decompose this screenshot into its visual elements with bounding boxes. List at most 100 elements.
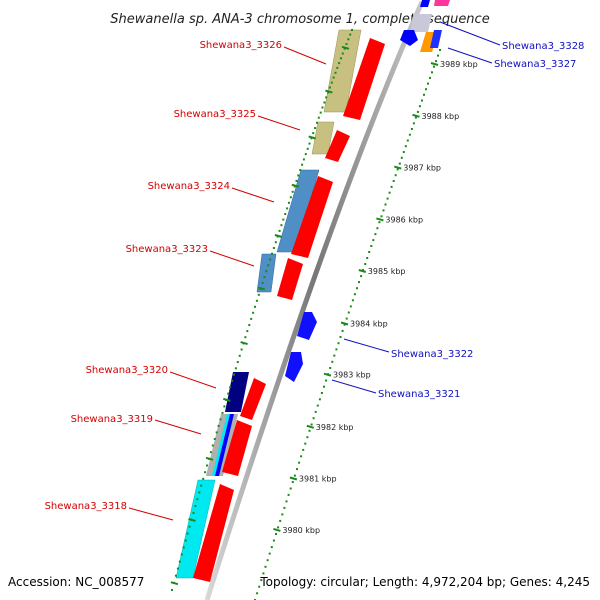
tick-dot-outer [382, 209, 385, 212]
gene-arrow-3323 [277, 258, 303, 300]
major-tick-inner [188, 517, 196, 522]
tick-dot-outer [408, 133, 411, 136]
tick-dot-inner [286, 207, 289, 210]
tick-dot-outer [258, 585, 261, 588]
major-tick-inner [257, 286, 266, 291]
tick-dot-outer [386, 197, 389, 200]
blue-gene-top-2 [400, 30, 418, 46]
tick-dot-outer [314, 410, 317, 413]
tick-dot-inner [184, 539, 187, 542]
tick-dot-outer [306, 436, 309, 439]
tick-dot-outer [360, 275, 363, 278]
tick-dot-outer [316, 404, 319, 407]
tick-dot-inner [336, 66, 339, 69]
tick-dot-outer [414, 116, 417, 119]
tick-dot-outer [345, 317, 348, 320]
tick-dot-inner [263, 276, 266, 279]
tick-dot-outer [308, 429, 311, 432]
tick-dot-outer [353, 293, 356, 296]
tick-dot-inner [282, 218, 285, 221]
tick-dot-outer [368, 251, 371, 253]
label-shewana3-3320: Shewana3_3320 [86, 365, 168, 376]
blue-gene-top-3 [430, 30, 442, 48]
tick-dot-outer [291, 481, 294, 483]
tick-dot-outer [335, 348, 338, 351]
tick-dot-inner [343, 47, 346, 50]
tick-dot-outer [404, 145, 407, 148]
tick-dot-outer [374, 233, 377, 236]
tick-dot-inner [200, 484, 203, 487]
tick-dot-outer [304, 442, 307, 445]
reverse-genes [285, 312, 317, 382]
tick-dot-inner [229, 386, 232, 389]
tick-dot-outer [270, 546, 273, 549]
tick-dot-outer [296, 468, 298, 471]
tick-dot-outer [281, 513, 284, 516]
tick-dot-inner [341, 52, 344, 55]
tick-dot-outer [310, 423, 313, 426]
kbp-label: 3981 kbp [299, 475, 337, 484]
major-tick [358, 269, 367, 273]
leader-3327 [447, 47, 493, 64]
tick-dot-inner [196, 498, 199, 501]
tick-dot-outer [275, 533, 277, 535]
tick-dot-outer [266, 559, 269, 562]
tick-dot-inner [234, 367, 237, 370]
major-tick-inner [308, 135, 316, 140]
tick-dot-outer [268, 552, 271, 555]
tick-dot-inner [219, 418, 222, 421]
major-tick [376, 217, 384, 222]
gene-arrow-3321 [285, 352, 303, 382]
label-shewana3-3326: Shewana3_3326 [200, 40, 282, 51]
kbp-label: 3986 kbp [385, 215, 423, 224]
tick-dot-inner [334, 71, 337, 74]
tick-dot-inner [202, 477, 205, 480]
tick-dot-outer [433, 65, 435, 68]
tick-dot-inner [284, 213, 287, 215]
tick-dot-inner [323, 101, 326, 104]
tick-dot-outer [435, 60, 437, 63]
label-shewana3-3324: Shewana3_3324 [148, 181, 230, 192]
tick-dot-outer [380, 215, 383, 218]
tick-dot-inner [178, 560, 181, 563]
gene-bar-3319-left-blue [215, 414, 234, 476]
tick-dot-inner [192, 511, 195, 514]
leader-3321 [331, 379, 377, 394]
tick-dot-inner [209, 451, 212, 454]
leader-3324 [231, 187, 275, 203]
major-tick-inner [240, 341, 248, 346]
tick-dot-outer [429, 76, 431, 79]
tick-dot-inner [248, 324, 251, 326]
tick-dot-outer [356, 287, 358, 290]
leader-3323 [209, 250, 255, 267]
gene-arrow-3320 [240, 378, 266, 420]
tick-dot-inner [301, 163, 304, 166]
magenta-gene [434, 0, 450, 6]
tick-dot-outer [418, 105, 421, 108]
label-shewana3-3321: Shewana3_3321 [378, 389, 460, 400]
tick-dot-inner [297, 174, 300, 177]
leader-3318 [128, 507, 174, 521]
tick-dot-outer [277, 526, 280, 529]
tick-dot-inner [180, 553, 183, 556]
tick-dot-outer [410, 128, 413, 130]
tick-dot-inner [306, 147, 309, 150]
tick-dot-outer [439, 49, 441, 51]
tick-dot-inner [327, 91, 330, 94]
tick-dot-outer [421, 99, 423, 102]
tick-dot-outer [406, 139, 409, 142]
tick-dot-outer [264, 565, 267, 568]
major-tick [273, 527, 281, 532]
major-tick [323, 372, 332, 377]
tick-dot-inner [250, 317, 253, 320]
tick-dot-inner [211, 444, 214, 447]
tick-dot-outer [394, 174, 397, 177]
tick-dot-inner [340, 57, 342, 60]
tick-dot-outer [398, 162, 401, 165]
kbp-label: 3984 kbp [350, 320, 388, 329]
top-cut-genes [400, 0, 450, 52]
topology-text: Topology: circular; Length: 4,972,204 bp… [259, 575, 590, 589]
tick-dot-inner [261, 282, 264, 284]
label-shewana3-3318: Shewana3_3318 [45, 501, 127, 512]
